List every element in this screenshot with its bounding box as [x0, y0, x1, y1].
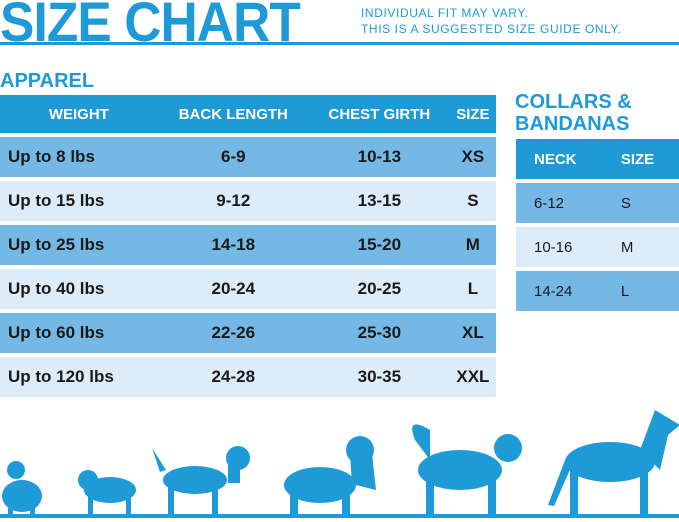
- table-row: Up to 60 lbs 22-26 25-30 XL: [0, 313, 496, 353]
- table-cell: 15-20: [308, 225, 450, 265]
- table-cell: Up to 8 lbs: [0, 137, 158, 177]
- table-cell: 20-24: [157, 269, 309, 309]
- table-cell: Up to 15 lbs: [0, 181, 158, 221]
- table-row: 14-24 L: [516, 271, 679, 311]
- disclaimer: INDIVIDUAL FIT MAY VARY. THIS IS A SUGGE…: [361, 5, 622, 37]
- pug-icon: [78, 470, 136, 514]
- collars-heading-line-1: COLLARS &: [515, 91, 632, 113]
- husky-icon: [412, 424, 522, 514]
- table-row: Up to 15 lbs 9-12 13-15 S: [0, 181, 496, 221]
- table-cell: 13-15: [308, 181, 450, 221]
- table-cell: 6-12: [516, 183, 613, 223]
- table-cell: 14-18: [157, 225, 309, 265]
- table-cell: L: [612, 271, 679, 311]
- table-cell: Up to 25 lbs: [0, 225, 158, 265]
- table-cell: L: [449, 269, 496, 309]
- pomeranian-icon: [2, 461, 42, 514]
- table-cell: Up to 120 lbs: [0, 357, 158, 397]
- table-row: 10-16 M: [516, 227, 679, 267]
- table-cell: XS: [449, 137, 496, 177]
- table-cell: 10-13: [308, 137, 450, 177]
- disclaimer-line-2: THIS IS A SUGGESTED SIZE GUIDE ONLY.: [361, 22, 622, 36]
- collars-table: NECK SIZE 6-12 S 10-16 M 14-24 L: [516, 135, 679, 315]
- col-chest-girth: CHEST GIRTH: [308, 95, 450, 133]
- table-cell: S: [449, 181, 496, 221]
- apparel-table: WEIGHT BACK LENGTH CHEST GIRTH SIZE Up t…: [0, 91, 496, 401]
- table-cell: M: [449, 225, 496, 265]
- page-title: SIZE CHART: [0, 0, 301, 53]
- dog-silhouettes: [2, 410, 679, 514]
- table-cell: 10-16: [516, 227, 613, 267]
- col-weight: WEIGHT: [0, 95, 158, 133]
- table-cell: XXL: [449, 357, 496, 397]
- table-cell: 24-28: [157, 357, 309, 397]
- table-cell: 14-24: [516, 271, 613, 311]
- table-cell: 30-35: [308, 357, 450, 397]
- table-cell: XL: [449, 313, 496, 353]
- spaniel-icon: [284, 436, 376, 514]
- table-cell: Up to 60 lbs: [0, 313, 158, 353]
- col-size: SIZE: [449, 95, 496, 133]
- table-cell: Up to 40 lbs: [0, 269, 158, 309]
- table-cell: M: [612, 227, 679, 267]
- table-cell: 20-25: [308, 269, 450, 309]
- table-row: Up to 40 lbs 20-24 20-25 L: [0, 269, 496, 309]
- beagle-icon: [152, 446, 250, 514]
- disclaimer-line-1: INDIVIDUAL FIT MAY VARY.: [361, 6, 529, 20]
- great-dane-icon: [548, 410, 679, 514]
- apparel-heading: APPAREL: [0, 70, 95, 92]
- title-divider: [0, 42, 679, 45]
- col-back-length: BACK LENGTH: [157, 95, 309, 133]
- col-collar-size: SIZE: [612, 139, 679, 179]
- table-row: Up to 8 lbs 6-9 10-13 XS: [0, 137, 496, 177]
- table-row: Up to 120 lbs 24-28 30-35 XXL: [0, 357, 496, 397]
- table-cell: S: [612, 183, 679, 223]
- ground-line: [0, 514, 679, 518]
- table-row: 6-12 S: [516, 183, 679, 223]
- col-neck: NECK: [516, 139, 613, 179]
- table-cell: 25-30: [308, 313, 450, 353]
- collars-heading: COLLARS & BANDANAS: [515, 91, 632, 135]
- table-cell: 6-9: [157, 137, 309, 177]
- table-row: Up to 25 lbs 14-18 15-20 M: [0, 225, 496, 265]
- table-cell: 9-12: [157, 181, 309, 221]
- table-cell: 22-26: [157, 313, 309, 353]
- collars-heading-line-2: BANDANAS: [515, 113, 630, 135]
